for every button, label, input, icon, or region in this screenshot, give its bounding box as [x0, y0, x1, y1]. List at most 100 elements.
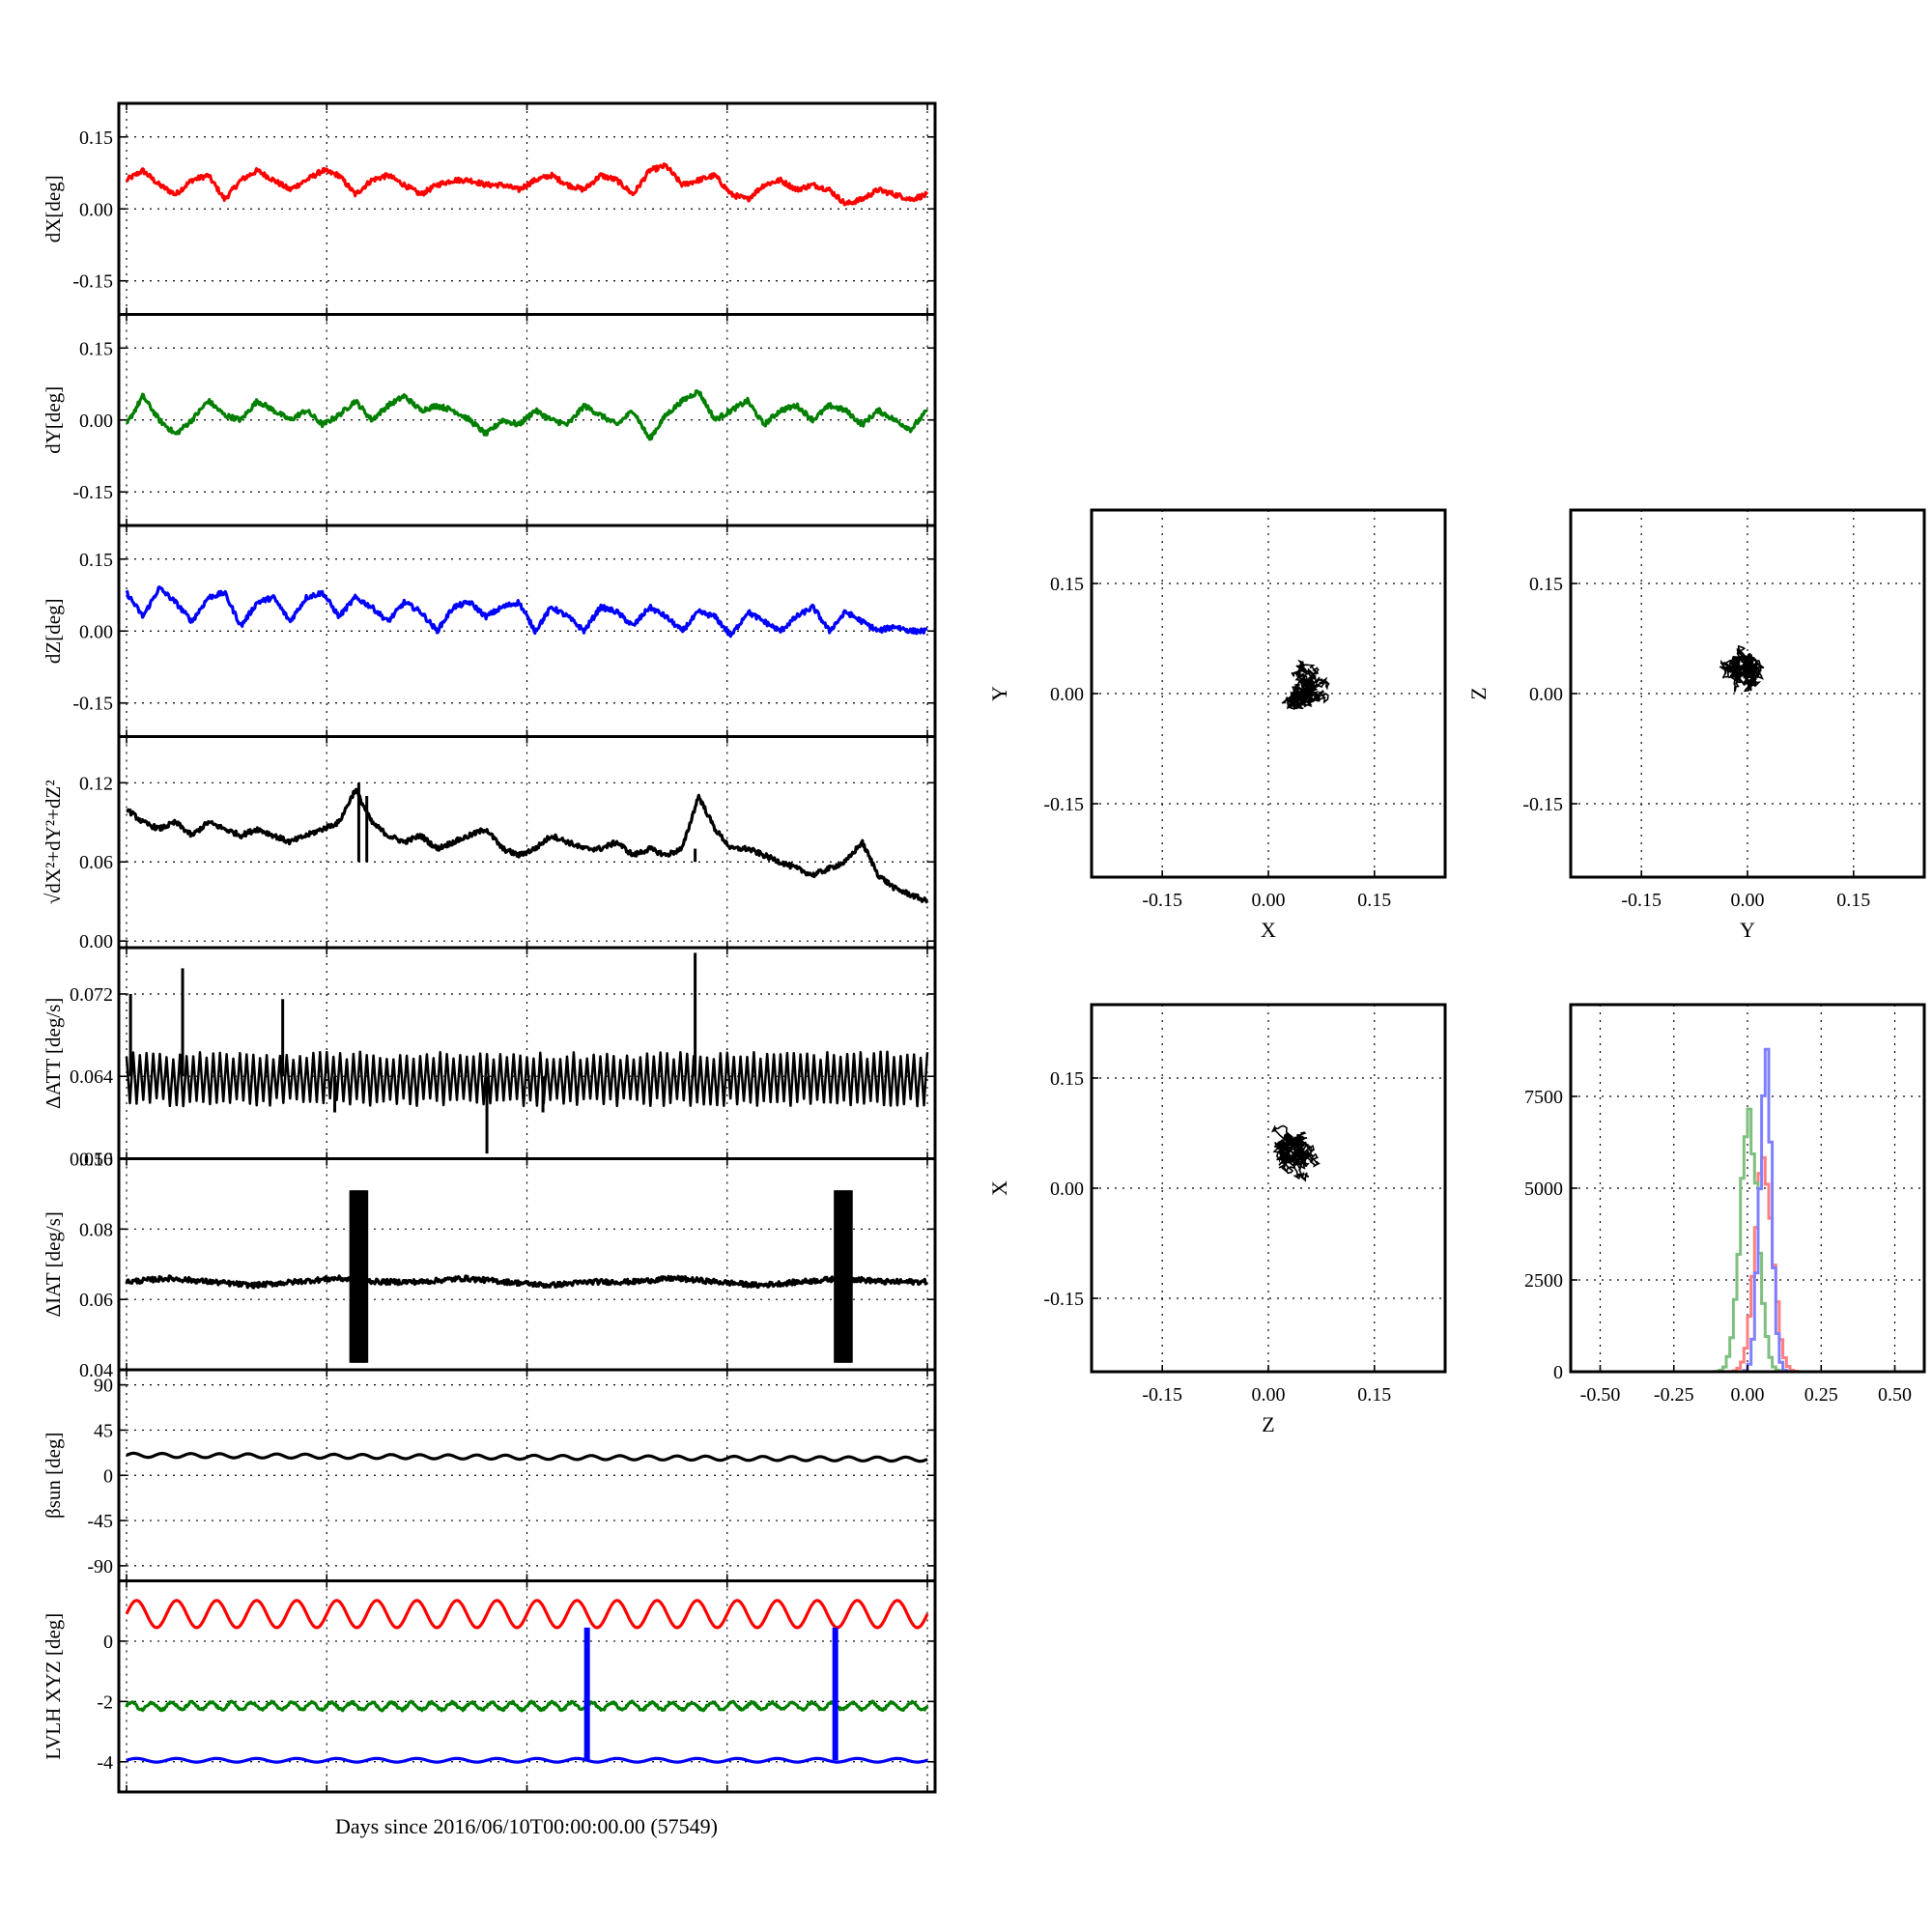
y-tick-label: 0.00 [1050, 1179, 1084, 1200]
x-tick-label: 0.25 [1804, 1384, 1838, 1406]
y-tick-label: -2 [97, 1691, 113, 1713]
scatter-trace-zx [1271, 1124, 1321, 1182]
x-axis-label: Y [1740, 918, 1755, 942]
series-group-dz [125, 585, 928, 639]
y-tick-label: 0.072 [70, 984, 113, 1006]
series-group-diat [125, 1190, 929, 1363]
y-tick-label: 0.00 [1050, 684, 1084, 705]
x-tick-label: 0.00 [1731, 890, 1765, 911]
x-tick-label: 0.15 [1836, 890, 1870, 911]
series-group-dy [126, 389, 929, 441]
x-axis-label: X [1261, 918, 1276, 942]
y-tick-label: -0.15 [1043, 1289, 1084, 1310]
panel-frame-lvlh [117, 1579, 937, 1794]
x-tick-label: -0.50 [1580, 1384, 1621, 1406]
series-group-norm [126, 782, 929, 904]
x-tick-label: 0.00 [1252, 890, 1286, 911]
y-axis-label: √dX²+dY²+dZ² [42, 780, 65, 904]
x-tick-label: 0.15 [1357, 890, 1391, 911]
x-tick-label: 0.15 [1357, 1384, 1391, 1406]
series-line-norm-0 [126, 787, 929, 904]
y-tick-label: 0.15 [79, 550, 113, 571]
y-axis-label: βsun [deg] [42, 1433, 65, 1519]
y-tick-label: -0.15 [1522, 794, 1563, 815]
x-tick-label: -0.15 [1142, 1384, 1182, 1406]
y-tick-label: -0.15 [1043, 794, 1084, 815]
y-tick-label: 0.08 [79, 1219, 113, 1240]
data-layer [125, 162, 1924, 1764]
y-tick-label: 7500 [1524, 1087, 1563, 1108]
y-tick-label: 0.00 [1529, 684, 1563, 705]
y-tick-label: 0.06 [79, 852, 113, 873]
series-line-lvlh-0 [125, 1599, 929, 1630]
histogram-series-0 [1571, 1155, 1924, 1374]
series-line-lvlh-1 [125, 1699, 929, 1713]
y-tick-label: 0 [103, 1465, 113, 1487]
y-axis-label: ΔATT [deg/s] [42, 998, 65, 1109]
y-tick-label: 0.15 [1529, 574, 1563, 595]
y-tick-label: 0.12 [79, 773, 113, 794]
y-tick-label: -0.15 [72, 694, 113, 715]
y-tick-label: 0.06 [79, 1290, 113, 1311]
y-tick-label: 0.10 [79, 1150, 113, 1171]
x-tick-label: -0.25 [1654, 1384, 1694, 1406]
scatter-trace-yz [1719, 644, 1765, 693]
x-tick-label: 0.00 [1252, 1384, 1286, 1406]
series-line-beta-0 [126, 1451, 928, 1463]
y-axis-label: Y [987, 686, 1011, 701]
series-line-diat-0 [125, 1274, 929, 1290]
x-tick-label: -0.15 [1142, 890, 1182, 911]
y-axis-label: dX[deg] [42, 175, 65, 242]
panel-frame-xy [1090, 508, 1447, 879]
x-axis-label: Z [1262, 1412, 1274, 1436]
y-tick-label: 0.00 [79, 931, 113, 952]
y-tick-label: 0.064 [70, 1066, 113, 1088]
y-tick-label: 0 [103, 1632, 113, 1653]
y-tick-label: -4 [97, 1752, 113, 1774]
x-axis-label: Days since 2016/06/10T00:00:00.00 (57549… [335, 1814, 718, 1838]
x-tick-label: -0.15 [1621, 890, 1662, 911]
frame-layer [117, 101, 1926, 1794]
series-line-datt-0 [125, 1050, 929, 1108]
y-tick-label: 0.00 [79, 621, 113, 642]
y-axis-label: LVLH XYZ [deg] [42, 1613, 65, 1760]
series-line-lvlh-2 [126, 1756, 928, 1764]
scatter-trace-xy [1281, 659, 1330, 710]
y-tick-label: 0 [1553, 1362, 1563, 1383]
y-axis-label: Z [1466, 687, 1491, 699]
y-tick-label: 0.00 [79, 199, 113, 220]
series-group-datt [125, 952, 929, 1154]
y-axis-label: dY[deg] [42, 386, 65, 454]
y-tick-label: 45 [94, 1420, 113, 1441]
y-tick-label: 0.15 [1050, 574, 1084, 595]
series-line-dy-0 [126, 389, 929, 441]
y-tick-label: 0.15 [79, 128, 113, 149]
series-line-dx-0 [125, 162, 929, 207]
y-tick-label: 5000 [1524, 1179, 1563, 1200]
series-group-dx [125, 162, 929, 207]
y-axis-label: dZ[deg] [42, 598, 65, 664]
y-tick-label: 0.15 [1050, 1068, 1084, 1090]
panel-frame-zx [1090, 1003, 1447, 1374]
panel-frame-yz [1569, 508, 1926, 879]
y-tick-label: -45 [87, 1511, 113, 1532]
y-tick-label: 0.00 [79, 411, 113, 432]
text-layer: 0.15 0.00 -0.15 dX[deg] 0.15 0.00 -0.15 dY[deg]… [42, 128, 1912, 1774]
series-line-dz-0 [125, 585, 928, 639]
y-tick-label: 90 [94, 1376, 113, 1397]
y-tick-label: -0.15 [72, 482, 113, 503]
series-group-beta [126, 1451, 928, 1463]
x-tick-label: 0.50 [1878, 1384, 1912, 1406]
y-tick-label: -0.15 [72, 271, 113, 293]
y-axis-label: X [987, 1180, 1011, 1196]
y-tick-label: -90 [87, 1556, 113, 1577]
panel-frame-hist [1569, 1003, 1926, 1374]
y-axis-label: ΔIAT [deg/s] [42, 1211, 65, 1317]
y-tick-label: 0.056 [70, 1150, 113, 1171]
y-tick-label: 0.15 [79, 338, 113, 359]
y-tick-label: 2500 [1524, 1270, 1563, 1292]
x-tick-label: 0.00 [1731, 1384, 1765, 1406]
series-group-lvlh [125, 1599, 929, 1764]
y-tick-label: 0.04 [79, 1360, 113, 1381]
